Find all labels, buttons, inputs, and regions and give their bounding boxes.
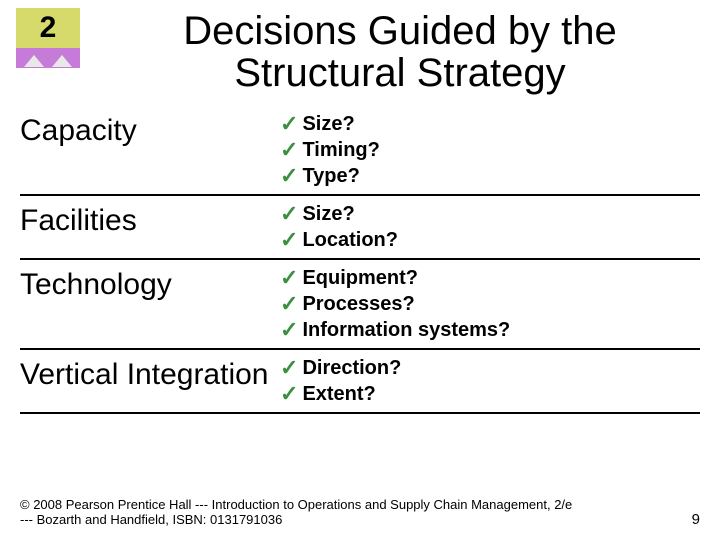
row-label: Technology <box>20 266 280 301</box>
list-item: ✓ Information systems? <box>280 318 700 343</box>
row-label: Vertical Integration <box>20 356 280 391</box>
row-vertical-integration: Vertical Integration ✓ Direction? ✓ Exte… <box>20 350 700 414</box>
row-items: ✓ Size? ✓ Location? <box>280 202 700 254</box>
copyright-text: © 2008 Pearson Prentice Hall --- Introdu… <box>20 497 580 528</box>
check-icon: ✓ <box>280 382 298 406</box>
item-text: Direction? <box>302 356 401 381</box>
chapter-badge: 2 <box>16 8 80 68</box>
check-icon: ✓ <box>280 112 298 136</box>
item-text: Equipment? <box>302 266 418 291</box>
row-capacity: Capacity ✓ Size? ✓ Timing? ✓ Type? <box>20 106 700 196</box>
chapter-decoration <box>16 48 80 68</box>
row-facilities: Facilities ✓ Size? ✓ Location? <box>20 196 700 260</box>
check-icon: ✓ <box>280 138 298 162</box>
list-item: ✓ Direction? <box>280 356 700 381</box>
check-icon: ✓ <box>280 164 298 188</box>
row-items: ✓ Size? ✓ Timing? ✓ Type? <box>280 112 700 190</box>
list-item: ✓ Equipment? <box>280 266 700 291</box>
check-icon: ✓ <box>280 202 298 226</box>
list-item: ✓ Type? <box>280 164 700 189</box>
list-item: ✓ Timing? <box>280 138 700 163</box>
item-text: Information systems? <box>302 318 510 343</box>
check-icon: ✓ <box>280 292 298 316</box>
item-text: Size? <box>302 112 354 137</box>
item-text: Extent? <box>302 382 375 407</box>
header: 2 Decisions Guided by the Structural Str… <box>0 0 720 94</box>
list-item: ✓ Processes? <box>280 292 700 317</box>
footer: © 2008 Pearson Prentice Hall --- Introdu… <box>20 497 700 528</box>
check-icon: ✓ <box>280 228 298 252</box>
row-technology: Technology ✓ Equipment? ✓ Processes? ✓ I… <box>20 260 700 350</box>
list-item: ✓ Size? <box>280 202 700 227</box>
page-number: 9 <box>692 511 700 528</box>
list-item: ✓ Extent? <box>280 382 700 407</box>
chapter-number: 2 <box>16 8 80 48</box>
slide-title: Decisions Guided by the Structural Strat… <box>96 8 704 94</box>
check-icon: ✓ <box>280 318 298 342</box>
row-items: ✓ Direction? ✓ Extent? <box>280 356 700 408</box>
slide: 2 Decisions Guided by the Structural Str… <box>0 0 720 540</box>
item-text: Type? <box>302 164 359 189</box>
row-label: Facilities <box>20 202 280 237</box>
content: Capacity ✓ Size? ✓ Timing? ✓ Type? Facil… <box>0 94 720 414</box>
list-item: ✓ Location? <box>280 228 700 253</box>
item-text: Processes? <box>302 292 414 317</box>
row-label: Capacity <box>20 112 280 147</box>
item-text: Location? <box>302 228 398 253</box>
check-icon: ✓ <box>280 266 298 290</box>
check-icon: ✓ <box>280 356 298 380</box>
list-item: ✓ Size? <box>280 112 700 137</box>
item-text: Timing? <box>302 138 379 163</box>
item-text: Size? <box>302 202 354 227</box>
row-items: ✓ Equipment? ✓ Processes? ✓ Information … <box>280 266 700 344</box>
